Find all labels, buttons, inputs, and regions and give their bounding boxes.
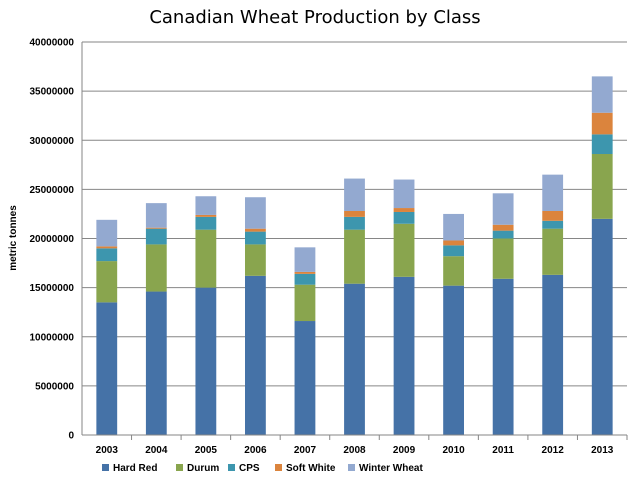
- bar-hard-red-2004: [145, 291, 167, 435]
- axes: [81, 42, 628, 440]
- bar-cps-2007: [294, 273, 316, 285]
- bar-hard-red-2012: [542, 274, 564, 435]
- bar-winter-wheat-2005: [195, 196, 217, 215]
- y-tick-label: 10000000: [30, 332, 75, 343]
- y-tick-label: 35000000: [30, 87, 75, 98]
- bar-hard-red-2005: [195, 287, 217, 435]
- bar-durum-2004: [145, 244, 167, 292]
- bar-cps-2012: [542, 220, 564, 229]
- bar-cps-2010: [443, 245, 464, 257]
- legend-swatch-hard-red: [102, 464, 109, 471]
- x-tick-label: 2012: [542, 445, 565, 456]
- y-tick-label: 40000000: [30, 38, 75, 49]
- bar-cps-2011: [492, 230, 514, 239]
- bars: [96, 76, 613, 435]
- bar-winter-wheat-2003: [96, 219, 118, 247]
- bar-cps-2006: [245, 231, 266, 245]
- bar-soft-white-2011: [492, 224, 514, 231]
- x-tick-label: 2011: [492, 445, 514, 456]
- legend-label: CPS: [239, 463, 260, 474]
- bar-cps-2003: [96, 248, 118, 262]
- y-tick-label: 30000000: [30, 136, 75, 147]
- bar-soft-white-2005: [195, 214, 217, 217]
- bar-hard-red-2011: [492, 278, 514, 435]
- bar-soft-white-2003: [96, 246, 118, 249]
- bar-soft-white-2004: [145, 227, 167, 229]
- x-tick-label: 2013: [591, 445, 614, 456]
- x-tick-label: 2009: [393, 445, 416, 456]
- x-tick-label: 2008: [343, 445, 366, 456]
- bar-winter-wheat-2013: [591, 76, 613, 113]
- legend-label: Soft White: [286, 463, 336, 474]
- y-tick-label: 5000000: [35, 381, 74, 392]
- bar-durum-2005: [195, 229, 217, 288]
- y-tick-label: 15000000: [30, 283, 75, 294]
- legend-swatch-durum: [176, 464, 183, 471]
- x-tick-label: 2005: [195, 445, 218, 456]
- chart-title: Canadian Wheat Production by Class: [149, 7, 480, 28]
- bar-durum-2011: [492, 238, 514, 279]
- bar-winter-wheat-2009: [393, 179, 415, 209]
- bar-durum-2010: [443, 256, 464, 286]
- legend-label: Durum: [187, 463, 219, 474]
- bar-winter-wheat-2012: [542, 174, 564, 211]
- legend-swatch-soft-white: [275, 464, 282, 471]
- bar-durum-2008: [344, 229, 365, 284]
- bar-durum-2007: [294, 284, 316, 322]
- x-tick-label: 2003: [96, 445, 119, 456]
- bar-soft-white-2007: [294, 271, 316, 274]
- x-tick-label: 2007: [294, 445, 317, 456]
- bar-winter-wheat-2007: [294, 247, 316, 272]
- bar-soft-white-2010: [443, 240, 464, 246]
- bar-cps-2005: [195, 216, 217, 230]
- bar-durum-2009: [393, 223, 415, 277]
- bar-hard-red-2006: [245, 275, 266, 435]
- y-axis-label: metric tonnes: [8, 205, 19, 271]
- bar-durum-2012: [542, 228, 564, 275]
- bar-durum-2013: [591, 154, 613, 219]
- bar-soft-white-2009: [393, 208, 415, 212]
- bar-cps-2004: [145, 228, 167, 245]
- bar-hard-red-2009: [393, 276, 415, 435]
- bar-winter-wheat-2004: [145, 203, 167, 228]
- x-tick-label: 2006: [244, 445, 267, 456]
- bar-hard-red-2008: [344, 283, 365, 435]
- legend: Hard Red Durum CPS Soft White Winter Wheat: [102, 463, 423, 474]
- bar-soft-white-2008: [344, 210, 365, 217]
- bar-hard-red-2007: [294, 321, 316, 435]
- bar-winter-wheat-2011: [492, 193, 514, 225]
- x-tick-label: 2004: [145, 445, 168, 456]
- legend-swatch-winter-wheat: [348, 464, 355, 471]
- bar-soft-white-2006: [245, 228, 266, 232]
- bar-winter-wheat-2008: [344, 178, 365, 211]
- bar-hard-red-2003: [96, 302, 118, 435]
- bar-winter-wheat-2010: [443, 213, 464, 241]
- bar-durum-2003: [96, 261, 118, 303]
- y-tick-label: 25000000: [30, 185, 75, 196]
- legend-label: Winter Wheat: [359, 463, 423, 474]
- y-tick-label: 0: [68, 431, 74, 442]
- bar-hard-red-2010: [443, 285, 464, 435]
- bar-soft-white-2012: [542, 210, 564, 221]
- bar-cps-2009: [393, 211, 415, 224]
- x-tick-labels: 2003 2004 2005 2006 2007 2008 2009 2010 2011 2012…: [96, 445, 614, 456]
- bar-hard-red-2013: [591, 218, 613, 435]
- y-tick-labels: 0 5000000 10000000 15000000 20000000 25000000…: [30, 38, 75, 442]
- y-tick-label: 20000000: [30, 234, 75, 245]
- bar-winter-wheat-2006: [245, 197, 266, 229]
- legend-swatch-cps: [228, 464, 235, 471]
- bar-durum-2006: [245, 244, 266, 276]
- x-tick-label: 2010: [442, 445, 465, 456]
- bar-soft-white-2013: [591, 112, 613, 135]
- bar-cps-2013: [591, 134, 613, 155]
- legend-label: Hard Red: [113, 463, 157, 474]
- bar-cps-2008: [344, 216, 365, 230]
